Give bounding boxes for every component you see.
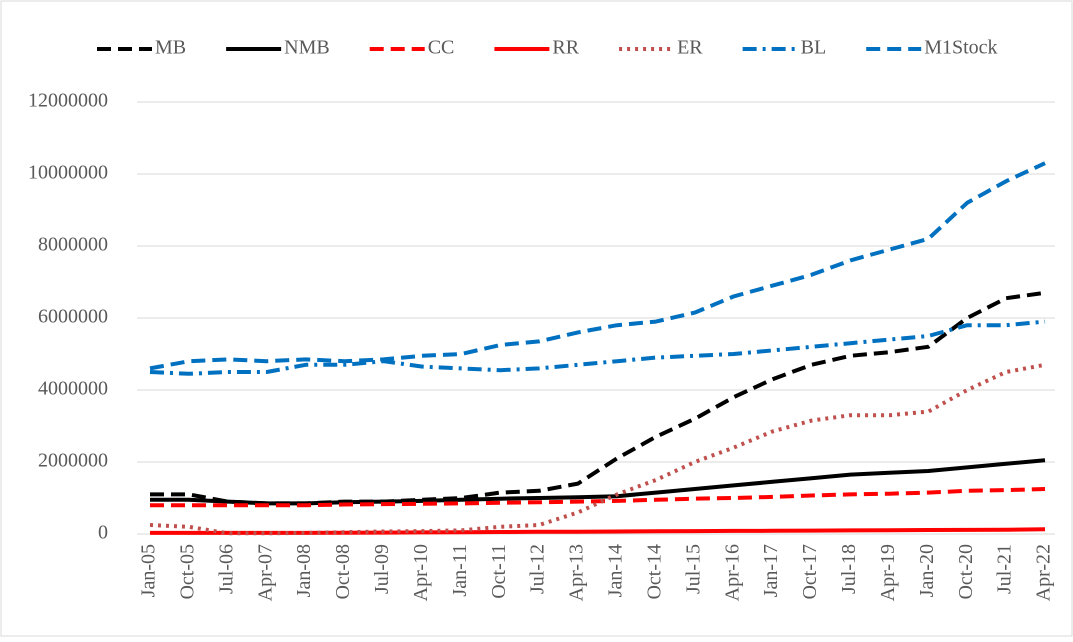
y-tick-label: 0 [98,522,108,544]
y-tick-label: 2000000 [38,450,108,472]
x-tick-label: Jul-18 [838,544,860,594]
x-tick-label: Oct-08 [332,544,354,600]
x-tick-label: Jul-15 [682,544,704,594]
x-tick-label: Oct-05 [177,544,199,600]
x-tick-label: Jan-05 [138,544,160,597]
series-line [150,487,1046,508]
legend-label: BL [801,37,827,59]
legend-label: MB [155,37,186,59]
x-tick-label: Jul-12 [527,544,549,594]
y-tick-label: 10000000 [28,162,108,184]
x-tick-label: Jan-17 [760,544,782,597]
x-tick-label: Oct-17 [799,544,821,600]
series-line [149,319,1046,376]
x-tick-label: Apr-16 [721,544,743,601]
x-tick-label: Jul-21 [994,544,1016,594]
y-tick-label: 8000000 [38,234,108,256]
x-tick-label: Oct-11 [488,544,510,599]
series-line [150,527,1046,535]
x-tick-label: Apr-10 [410,544,432,601]
x-tick-label: Jan-14 [605,544,627,597]
x-tick-label: Oct-20 [955,544,977,600]
x-tick-label: Jul-06 [215,544,237,594]
x-tick-label: Apr-19 [877,544,899,601]
x-tick-label: Jul-09 [371,544,393,594]
x-tick-label: Oct-14 [643,544,665,600]
x-tick-label: Apr-07 [254,544,276,601]
x-tick-label: Jan-20 [916,544,938,597]
legend-label: NMB [284,37,330,59]
legend-label: ER [677,37,703,59]
x-tick-label: Apr-22 [1033,544,1055,601]
legend-label: RR [552,37,579,59]
x-tick-label: Jan-11 [449,544,471,597]
x-tick-label: Jan-08 [293,544,315,597]
series-line [149,161,1046,371]
y-tick-label: 6000000 [38,306,108,328]
x-tick-label: Apr-13 [566,544,588,601]
legend-label: CC [428,37,455,59]
y-tick-label: 4000000 [38,378,108,400]
y-tick-label: 12000000 [28,90,108,112]
legend-label: M1Stock [924,37,997,59]
